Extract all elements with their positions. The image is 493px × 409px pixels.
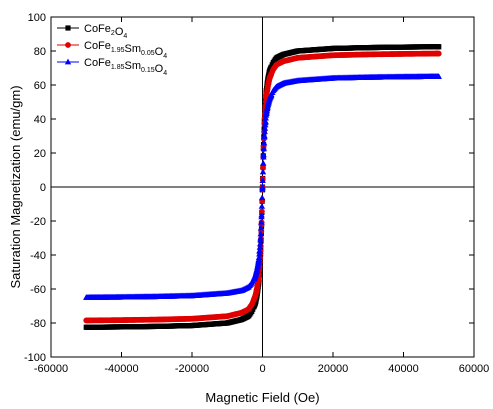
data-point [256, 240, 264, 247]
y-tick-label: 80 [34, 46, 46, 58]
legend-marker [64, 58, 72, 65]
data-point [256, 243, 264, 250]
data-point [258, 211, 265, 218]
data-point [268, 71, 275, 78]
legend-marker [65, 25, 71, 31]
y-tick-label: -100 [24, 352, 46, 364]
y-tick-label: -80 [30, 318, 46, 330]
data-point [260, 165, 266, 171]
data-point [262, 118, 269, 124]
legend-label: CoFe1.85Sm0.15O4 [84, 57, 167, 77]
data-point [258, 202, 266, 209]
data-point [261, 133, 268, 140]
y-axis-title: Saturation Magnetization (emu/gm) [8, 85, 23, 288]
data-point [259, 168, 267, 175]
y-tick-label: 60 [34, 80, 46, 92]
x-axis-title: Magnetic Field (Oe) [205, 390, 319, 405]
x-tick-label: 60000 [459, 363, 490, 375]
y-tick-label: -60 [30, 284, 46, 296]
plot-series [83, 44, 442, 330]
data-point [257, 224, 265, 231]
data-point [260, 151, 267, 158]
legend-label: CoFe2O4 [84, 23, 127, 40]
x-tick-label: -40000 [104, 363, 138, 375]
data-point [257, 236, 264, 243]
series-2 [83, 73, 442, 300]
data-point [257, 230, 264, 237]
x-tick-label: -20000 [175, 363, 209, 375]
data-point [267, 91, 275, 98]
x-tick-label: 40000 [388, 363, 419, 375]
y-tick-label: 100 [28, 12, 46, 24]
series-1 [83, 50, 442, 324]
legend-entry: CoFe1.85Sm0.15O4 [57, 57, 167, 77]
data-point [435, 73, 442, 79]
data-point [261, 124, 269, 131]
y-tick-label: -40 [30, 250, 46, 262]
data-point [258, 218, 265, 225]
legend-entry: CoFe2O4 [57, 23, 127, 40]
y-tick-label: 20 [34, 148, 46, 160]
data-point [261, 128, 268, 135]
data-point [435, 50, 442, 57]
data-point [256, 250, 263, 257]
data-point [256, 247, 263, 254]
data-point [259, 185, 266, 192]
x-tick-label: -60000 [34, 363, 68, 375]
y-tick-label: 40 [34, 114, 46, 126]
data-point [255, 254, 263, 260]
data-point [436, 44, 442, 50]
legend-entry: CoFe1.95Sm0.05O4 [57, 40, 167, 60]
data-point [260, 139, 268, 146]
legend-label: CoFe1.95Sm0.05O4 [84, 40, 167, 60]
data-point [259, 177, 266, 183]
data-point [258, 194, 266, 201]
data-point [258, 208, 265, 215]
legend-marker [65, 42, 71, 48]
data-point [262, 121, 269, 128]
y-tick-label: 0 [40, 182, 46, 194]
x-tick-label: 0 [259, 363, 265, 375]
data-point [262, 114, 270, 121]
axes: -60000 -40000 -20000 0 20000 40000 60000 -100 -8… [24, 12, 489, 375]
data-point [260, 159, 267, 166]
x-tick-label: 20000 [318, 363, 349, 375]
data-point [260, 145, 268, 152]
y-tick-label: -20 [30, 216, 46, 228]
